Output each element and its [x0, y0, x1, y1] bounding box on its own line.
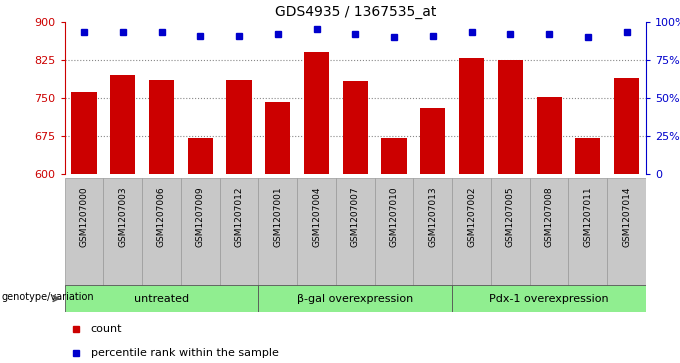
Bar: [381, 138, 407, 174]
Bar: [110, 75, 135, 174]
Text: GSM1207007: GSM1207007: [351, 187, 360, 247]
Bar: [336, 178, 375, 287]
Bar: [297, 178, 336, 287]
Text: Pdx-1 overexpression: Pdx-1 overexpression: [490, 294, 609, 303]
Bar: [491, 178, 530, 287]
Bar: [103, 178, 142, 287]
Text: GSM1207002: GSM1207002: [467, 187, 476, 247]
Bar: [607, 178, 646, 287]
Text: β-gal overexpression: β-gal overexpression: [297, 294, 413, 303]
Bar: [452, 285, 646, 312]
Bar: [181, 178, 220, 287]
Bar: [304, 52, 329, 174]
Bar: [568, 178, 607, 287]
Text: percentile rank within the sample: percentile rank within the sample: [90, 348, 279, 358]
Text: GSM1207010: GSM1207010: [390, 187, 398, 247]
Text: count: count: [90, 324, 122, 334]
Text: GSM1207006: GSM1207006: [157, 187, 166, 247]
Text: genotype/variation: genotype/variation: [1, 292, 94, 302]
Bar: [375, 178, 413, 287]
Bar: [258, 178, 297, 287]
Text: GSM1207009: GSM1207009: [196, 187, 205, 247]
Bar: [65, 285, 258, 312]
Bar: [343, 81, 368, 174]
Text: GSM1207011: GSM1207011: [583, 187, 592, 247]
Bar: [220, 178, 258, 287]
Bar: [498, 60, 523, 174]
Bar: [258, 285, 452, 312]
Text: GSM1207005: GSM1207005: [506, 187, 515, 247]
Bar: [65, 178, 103, 287]
Text: GSM1207013: GSM1207013: [428, 187, 437, 247]
Bar: [265, 102, 290, 174]
Bar: [71, 92, 97, 174]
Bar: [420, 108, 445, 174]
Text: untreated: untreated: [134, 294, 189, 303]
Text: GSM1207014: GSM1207014: [622, 187, 631, 247]
Text: GSM1207012: GSM1207012: [235, 187, 243, 247]
Bar: [149, 80, 174, 174]
Bar: [142, 178, 181, 287]
Bar: [188, 138, 213, 174]
Bar: [537, 97, 562, 174]
Title: GDS4935 / 1367535_at: GDS4935 / 1367535_at: [275, 5, 436, 19]
Text: GSM1207004: GSM1207004: [312, 187, 321, 247]
Text: GSM1207000: GSM1207000: [80, 187, 88, 247]
Bar: [530, 178, 568, 287]
Bar: [575, 138, 600, 174]
Bar: [614, 78, 639, 174]
Bar: [413, 178, 452, 287]
Text: GSM1207001: GSM1207001: [273, 187, 282, 247]
Text: GSM1207003: GSM1207003: [118, 187, 127, 247]
Text: GSM1207008: GSM1207008: [545, 187, 554, 247]
Bar: [226, 80, 252, 174]
Bar: [452, 178, 491, 287]
Bar: [459, 58, 484, 174]
